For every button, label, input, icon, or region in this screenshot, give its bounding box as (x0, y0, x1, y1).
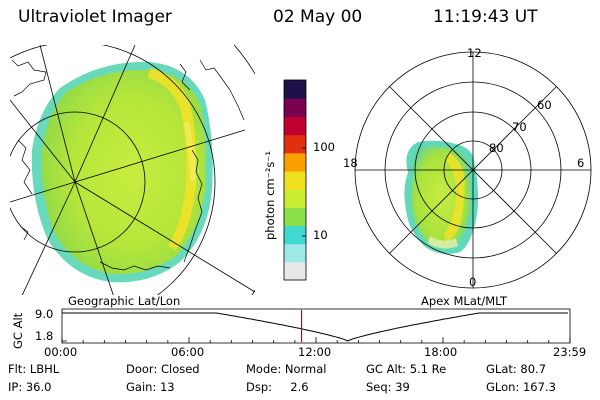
info-glon: GLon: 167.3 (486, 380, 556, 394)
info-seq: Seq: 39 (366, 380, 410, 394)
mlt-label-6: 6 (577, 156, 585, 170)
apex-label: Apex MLat/MLT (421, 294, 508, 308)
altitude-curve (62, 312, 568, 342)
altitude-ytick-high: 9.0 (35, 307, 54, 321)
mlat-label-80: 80 (489, 141, 504, 155)
time-tick-1800: 18:00 (424, 345, 458, 359)
altitude-ylabel: GC Alt (11, 312, 25, 349)
mlat-label-70: 70 (512, 120, 527, 134)
colorbar-swatch (284, 189, 306, 208)
altitude-plot (61, 308, 571, 344)
colorbar-tick-100: 100 (313, 140, 335, 154)
mlt-label-0: 0 (469, 275, 477, 289)
info-gc-alt: GC Alt: 5.1 Re (366, 362, 447, 376)
colorbar-swatch (284, 134, 306, 154)
colorbar-swatch (284, 243, 306, 263)
colorbar-swatch (284, 116, 306, 136)
info-glat: GLat: 80.7 (486, 362, 547, 376)
time-tick-2359: 23:59 (553, 345, 587, 359)
time-tick-0000: 00:00 (44, 345, 78, 359)
colorbar-swatch (284, 170, 306, 190)
altitude-ytick-low: 1.8 (35, 329, 54, 343)
info-filter: Flt: LBHL (8, 362, 60, 376)
colorbar-swatch (284, 80, 306, 99)
mlt-label-12: 12 (467, 46, 482, 60)
colorbar-swatch (284, 152, 306, 172)
geographic-label: Geographic Lat/Lon (68, 294, 181, 308)
info-dsp: Dsp: 2.6 (246, 380, 309, 394)
mlt-label-18: 18 (343, 156, 358, 170)
time-tick-0600: 06:00 (171, 345, 205, 359)
colorbar-swatch (284, 98, 306, 117)
instrument-title: Ultraviolet Imager (18, 7, 172, 27)
geographic-image (10, 45, 255, 295)
time-tick-1200: 12:00 (298, 345, 332, 359)
colorbar-swatch (284, 207, 306, 227)
colorbar-unit: photon cm⁻²s⁻¹ (263, 151, 277, 240)
apex-polar-image (354, 51, 592, 289)
info-mode: Mode: Normal (246, 362, 327, 376)
info-door: Door: Closed (126, 362, 200, 376)
time-label: 11:19:43 UT (433, 7, 538, 27)
info-gain: Gain: 13 (126, 380, 175, 394)
colorbar-swatch (284, 225, 306, 245)
mlat-label-60: 60 (537, 98, 552, 112)
info-ip: IP: 36.0 (8, 380, 52, 394)
colorbar (284, 80, 306, 281)
colorbar-swatch (284, 261, 306, 281)
colorbar-tick-10: 10 (313, 228, 328, 242)
date-label: 02 May 00 (273, 7, 363, 27)
